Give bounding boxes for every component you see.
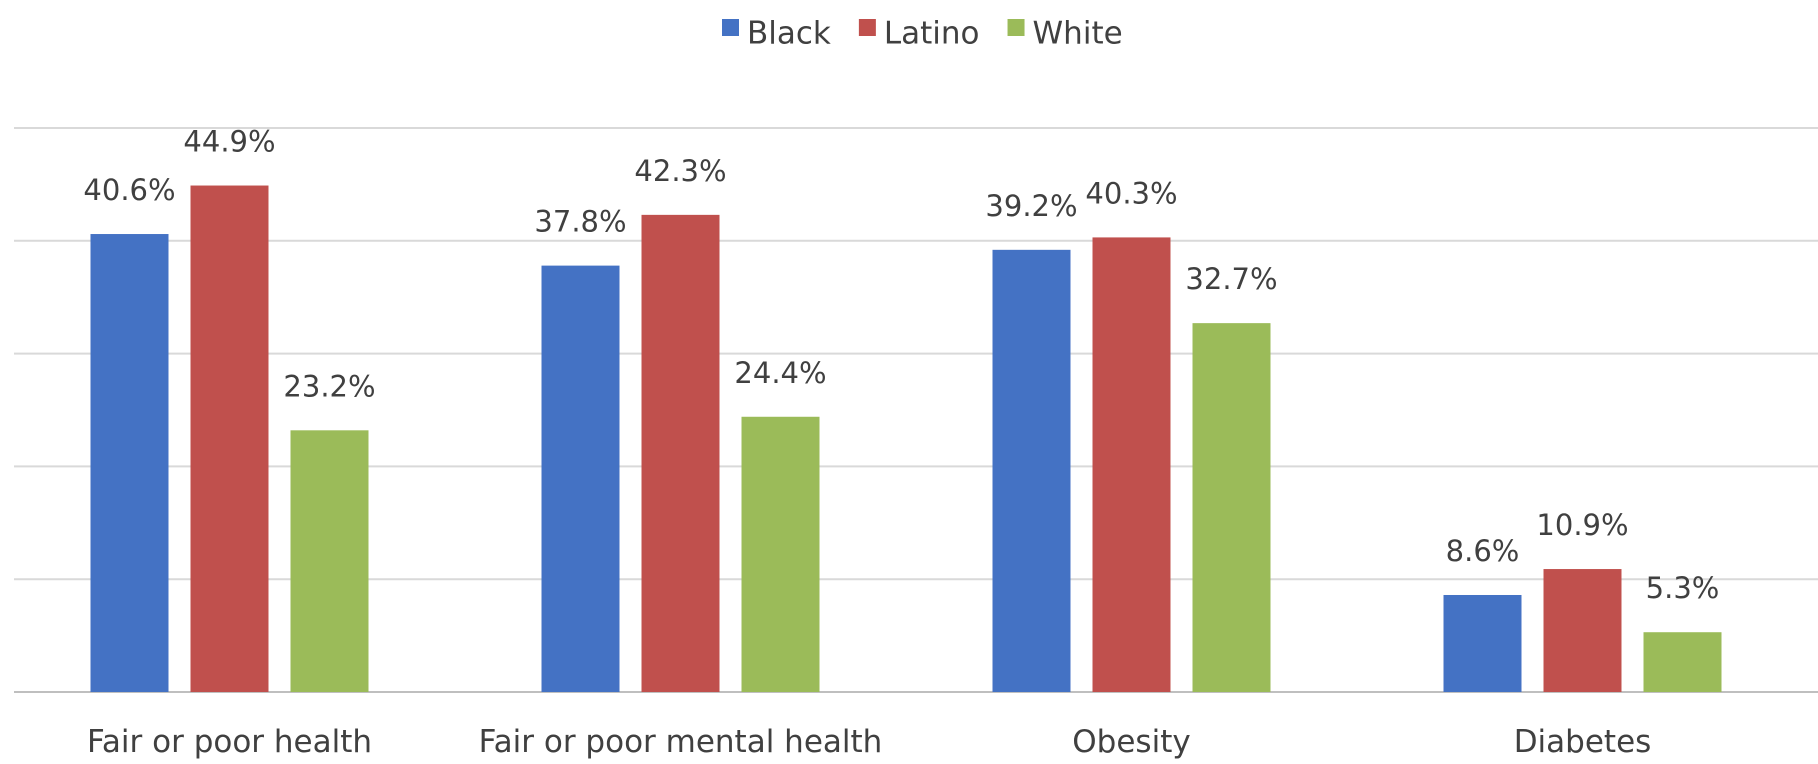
bar-latino-1	[641, 214, 720, 692]
data-label-latino-2: 40.3%	[1085, 176, 1177, 210]
bar-white-0	[290, 430, 369, 692]
bars	[90, 185, 1722, 693]
bar-black-1	[541, 265, 620, 692]
bar-latino-3	[1543, 569, 1622, 692]
data-label-white-1: 24.4%	[734, 356, 826, 390]
category-label-3: Diabetes	[1514, 724, 1652, 760]
data-label-white-0: 23.2%	[283, 369, 375, 403]
legend: Black Latino White	[722, 16, 1123, 52]
data-label-latino-0: 44.9%	[183, 125, 275, 159]
bar-black-3	[1443, 594, 1522, 692]
data-label-black-3: 8.6%	[1446, 534, 1520, 568]
legend-swatch-white	[1007, 19, 1025, 36]
data-label-white-3: 5.3%	[1646, 571, 1720, 605]
legend-item-latino: Latino	[858, 16, 980, 52]
legend-item-white: White	[1007, 16, 1123, 52]
bar-white-1	[741, 416, 820, 692]
legend-swatch-black	[722, 19, 739, 36]
data-label-black-0: 40.6%	[83, 173, 175, 207]
legend-label-white: White	[1033, 16, 1123, 52]
legend-label-black: Black	[747, 16, 831, 52]
category-label-2: Obesity	[1072, 724, 1190, 760]
legend-item-black: Black	[722, 16, 831, 52]
bar-latino-2	[1092, 237, 1171, 692]
bar-white-3	[1643, 632, 1722, 692]
bar-white-2	[1192, 323, 1271, 692]
legend-swatch-latino	[858, 19, 876, 36]
category-label-1: Fair or poor mental health	[479, 724, 883, 760]
bar-black-0	[90, 234, 169, 693]
data-label-latino-3: 10.9%	[1536, 508, 1628, 542]
bar-black-2	[992, 249, 1071, 692]
category-label-0: Fair or poor health	[87, 724, 372, 760]
category-labels: Fair or poor health Fair or poor mental h…	[87, 724, 1651, 760]
data-label-latino-1: 42.3%	[634, 154, 726, 188]
data-label-black-2: 39.2%	[985, 189, 1077, 223]
data-labels: 40.6%44.9% 23.2% 37.8%42.3% 24.4% 39.2% 40.3%…	[83, 125, 1719, 606]
legend-label-latino: Latino	[884, 16, 980, 52]
bar-latino-0	[190, 185, 269, 692]
data-label-black-1: 37.8%	[534, 205, 626, 239]
data-label-white-2: 32.7%	[1185, 262, 1277, 296]
